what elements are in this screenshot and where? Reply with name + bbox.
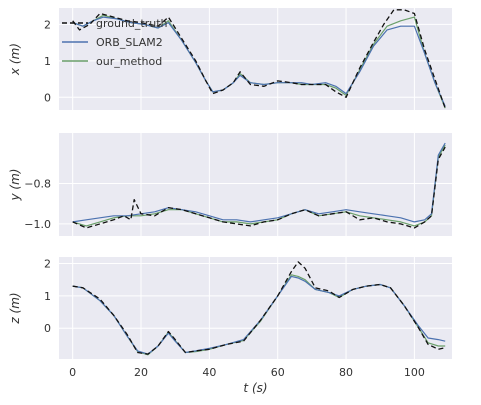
xtick-label: 60 bbox=[271, 366, 285, 379]
panel-3-ytick-label: 1 bbox=[44, 290, 51, 303]
panel-3-background bbox=[59, 257, 452, 359]
panel-1-ytick-label: 0 bbox=[44, 91, 51, 104]
panel-3-line-ground-truth bbox=[72, 261, 446, 355]
panel-2-ytick-label: −1.0 bbox=[24, 218, 51, 231]
panel-1-line-ground-truth bbox=[72, 9, 446, 109]
xtick-label: 20 bbox=[134, 366, 148, 379]
xtick-label: 100 bbox=[404, 366, 425, 379]
panel-1-line-orb-slam2 bbox=[72, 16, 446, 107]
legend-label-our-method: our_method bbox=[96, 55, 162, 68]
panel-1-ytick-label: 2 bbox=[44, 18, 51, 31]
panel-2-ytick-label: −0.8 bbox=[24, 177, 51, 190]
panel-2-background bbox=[59, 133, 452, 236]
xlabel: t (s) bbox=[243, 381, 267, 395]
panel-2-line-ground-truth bbox=[72, 146, 446, 229]
xtick-label: 40 bbox=[202, 366, 216, 379]
xtick-label: 80 bbox=[339, 366, 353, 379]
panel-2-line-orb-slam2 bbox=[72, 142, 446, 223]
legend-label-orb-slam2: ORB_SLAM2 bbox=[96, 36, 163, 49]
legend-label-ground-truth: ground_truth bbox=[96, 17, 168, 30]
xtick-label: 0 bbox=[69, 366, 76, 379]
panel-1-ytick-label: 1 bbox=[44, 55, 51, 68]
panel-2-ylabel: y (m) bbox=[8, 169, 22, 202]
panel-3-ytick-label: 2 bbox=[44, 257, 51, 270]
panel-1-ylabel: x (m) bbox=[8, 43, 22, 76]
panel-3-ytick-label: 0 bbox=[44, 322, 51, 335]
panel-1-background bbox=[59, 8, 452, 110]
panel-3-ylabel: z (m) bbox=[8, 292, 22, 324]
